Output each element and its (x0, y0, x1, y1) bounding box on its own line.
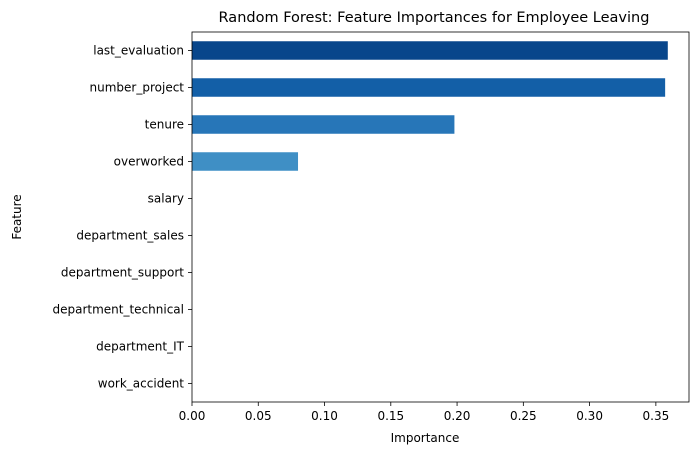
y-tick-label: department_technical (52, 303, 184, 317)
x-axis-label: Importance (391, 431, 460, 445)
x-tick-label: 0.25 (510, 409, 537, 423)
x-tick-label: 0.30 (576, 409, 603, 423)
y-tick-label: department_sales (76, 229, 184, 243)
bar-overworked (192, 152, 299, 171)
x-tick-label: 0.00 (179, 409, 206, 423)
bar-tenure (192, 115, 455, 134)
x-tick-label: 0.05 (245, 409, 272, 423)
x-tick-label: 0.15 (377, 409, 404, 423)
y-tick-label: last_evaluation (93, 44, 184, 58)
axes-frame (191, 31, 690, 403)
chart-title: Random Forest: Feature Importances for E… (219, 10, 650, 26)
x-tick-label: 0.20 (444, 409, 471, 423)
y-tick-label: tenure (145, 118, 184, 132)
y-axis-label: Feature (10, 194, 24, 239)
y-tick-label: salary (148, 192, 184, 206)
bar-number_project (192, 78, 666, 97)
y-tick-label: number_project (90, 81, 185, 95)
y-tick-label: overworked (114, 155, 184, 169)
x-tick-label: 0.35 (643, 409, 670, 423)
y-tick-label: department_support (61, 266, 184, 280)
x-tick-label: 0.10 (311, 409, 338, 423)
y-tick-label: department_IT (96, 340, 185, 354)
y-tick-label: work_accident (98, 377, 185, 391)
bar-last_evaluation (192, 41, 668, 60)
